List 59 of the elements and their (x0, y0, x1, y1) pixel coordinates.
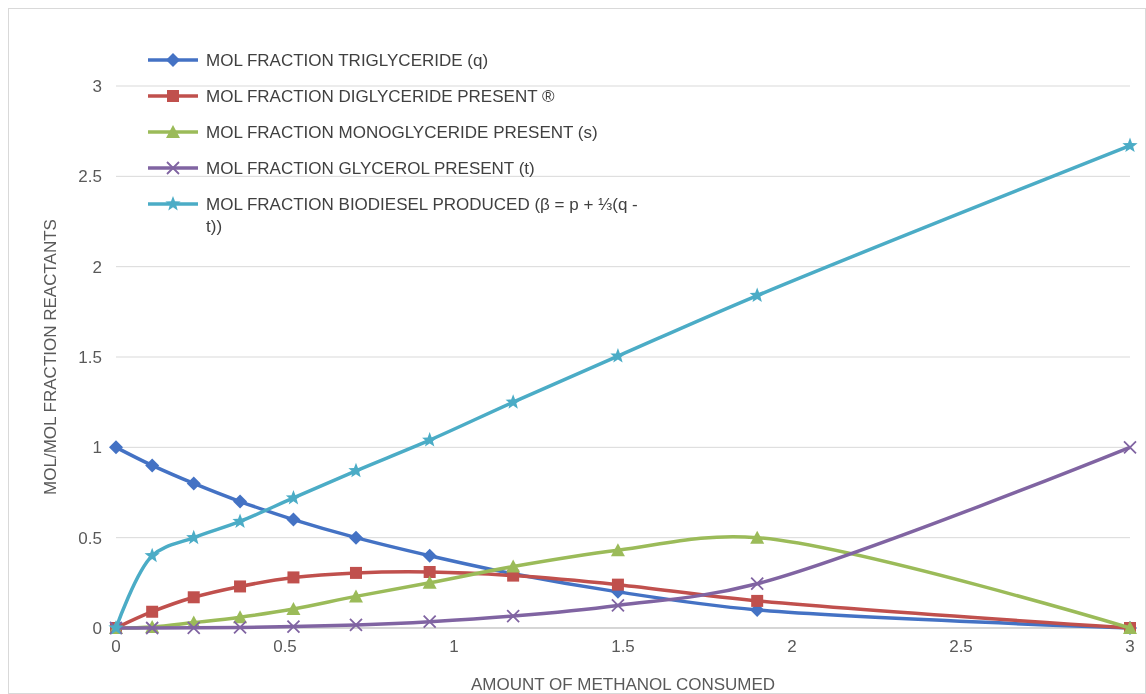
point (349, 618, 363, 632)
point (348, 462, 364, 478)
x-tick-label: 0 (111, 637, 121, 656)
point (751, 594, 764, 607)
point (610, 348, 626, 363)
y-tick-label: 2.5 (78, 167, 102, 187)
point (233, 610, 248, 624)
point (146, 605, 159, 618)
point (750, 530, 765, 544)
legend-label: MOL FRACTION GLYCEROL PRESENT (t) (206, 159, 535, 178)
point (506, 559, 521, 573)
point (286, 512, 301, 527)
point (505, 394, 521, 409)
point (145, 458, 160, 473)
point (611, 578, 624, 591)
y-tick-label: 1 (92, 438, 102, 458)
y-tick-label: 2 (92, 257, 102, 277)
legend-label: MOL FRACTION BIODIESEL PRODUCED (β = p + ⅓(q - t)) (206, 195, 638, 236)
x-tick-label: 1.5 (611, 637, 635, 656)
y-axis-title: MOL/MOL FRACTION REACTANTS (41, 219, 60, 495)
point (144, 547, 160, 563)
point (750, 576, 765, 591)
point (349, 566, 362, 579)
point (109, 440, 123, 455)
point (348, 589, 363, 603)
legend-label: MOL FRACTION TRIGLYCERIDE (q) (206, 51, 489, 70)
point (1122, 137, 1138, 153)
point (186, 476, 201, 491)
x-tick-label: 2.5 (949, 637, 973, 656)
point (287, 571, 300, 584)
point (611, 598, 625, 613)
point (233, 494, 248, 509)
x-tick-label: 2 (787, 637, 797, 656)
point (234, 580, 247, 593)
y-tick-label: 0 (92, 619, 102, 638)
point (422, 575, 437, 589)
legend-label: MOL FRACTION MONOGLYCERIDE PRESENT (s) (206, 123, 598, 142)
point (187, 591, 200, 604)
y-tick-label: 1.5 (78, 348, 102, 367)
point (423, 565, 436, 578)
point (422, 432, 438, 447)
x-tick-label: 3 (1125, 637, 1135, 656)
point (506, 609, 521, 623)
point (610, 543, 625, 557)
point (1123, 440, 1137, 455)
point (286, 602, 301, 616)
x-tick-label: 1 (449, 637, 459, 656)
legend-label: MOL FRACTION DIGLYCERIDE PRESENT ® (206, 87, 555, 106)
point (749, 287, 765, 303)
y-tick-label: 3 (92, 77, 102, 96)
point (422, 548, 437, 563)
y-tick-label: 0.5 (78, 528, 102, 548)
x-tick-label: 0.5 (273, 637, 297, 656)
point (233, 620, 247, 635)
point (186, 620, 201, 635)
point (286, 619, 301, 634)
x-axis-title: AMOUNT OF METHANOL CONSUMED (470, 675, 776, 694)
point (422, 614, 437, 629)
point (348, 530, 363, 545)
